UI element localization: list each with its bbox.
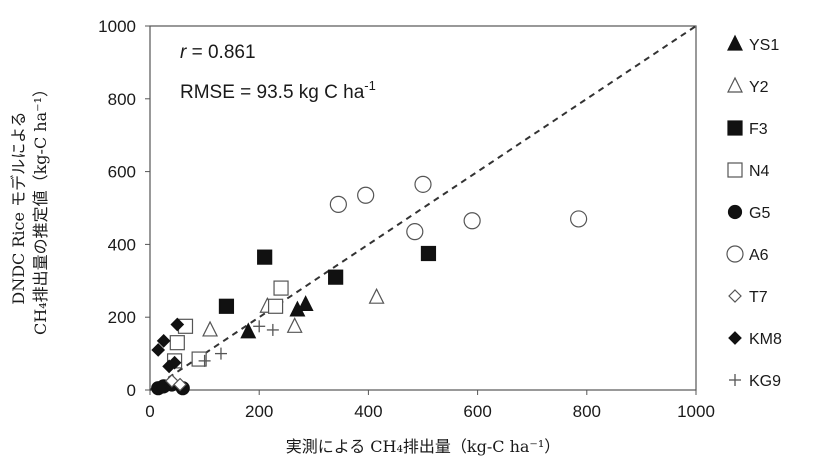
legend-marker-t7 (728, 289, 742, 303)
x-tick-label: 1000 (677, 402, 715, 421)
legend-marker-f3 (727, 120, 743, 136)
x-axis-ticks: 0 200 400 600 800 1000 (145, 390, 715, 421)
point-ys1 (297, 295, 314, 312)
legend-marker-y2 (727, 76, 743, 93)
y-axis-ticks: 0 200 400 600 800 1000 (98, 17, 150, 400)
point-kg9 (214, 347, 227, 360)
rmse-text: RMSE = 93.5 kg C ha (180, 82, 365, 103)
data-points (151, 175, 588, 396)
x-tick-label: 200 (245, 402, 273, 421)
point-kg9 (266, 323, 279, 336)
point-a6 (329, 195, 347, 213)
x-axis-title: 実測による CH₄排出量（kg-C ha⁻¹） (286, 437, 561, 456)
legend-label-y2: Y2 (749, 79, 769, 96)
x-tick-label: 800 (573, 402, 601, 421)
rmse-superscript: -1 (364, 78, 376, 93)
point-y2 (368, 287, 385, 304)
y-axis-title-line1: DNDC Rice モデルによる (9, 111, 28, 304)
identity-line (149, 25, 697, 391)
point-km8 (167, 355, 182, 370)
legend-label-ys1: YS1 (749, 37, 779, 54)
legend-label-n4: N4 (749, 163, 770, 180)
point-f3 (257, 249, 273, 265)
legend-label-km8: KM8 (749, 331, 782, 348)
y-axis-title-line2: CH₄排出量の推定値（kg-C ha⁻¹） (31, 81, 50, 335)
point-km8 (156, 334, 171, 348)
point-n4 (191, 351, 207, 367)
y-tick-label: 600 (108, 163, 136, 182)
point-y2 (286, 316, 303, 333)
point-kg9 (198, 354, 211, 367)
point-n4 (267, 298, 284, 314)
legend-label-g5: G5 (749, 205, 770, 222)
point-ys1 (240, 322, 257, 339)
point-y2 (202, 320, 219, 337)
r-annotation: r = 0.861 (180, 42, 256, 63)
legend-label-t7: T7 (749, 289, 768, 306)
legend-marker-kg9 (729, 374, 741, 386)
point-t7 (173, 377, 187, 392)
point-a6 (463, 212, 481, 230)
r-symbol: r (180, 42, 187, 63)
y-tick-label: 1000 (98, 17, 136, 36)
point-n4 (169, 335, 185, 351)
point-n4 (273, 280, 289, 296)
legend: YS1 Y2 F3 N4 G5 A6 T7 KM8 KG9 (726, 34, 782, 390)
y-tick-label: 400 (108, 235, 136, 254)
point-f3 (328, 269, 344, 285)
legend-marker-a6 (726, 245, 744, 263)
plot-frame (149, 25, 697, 391)
legend-marker-ys1 (727, 34, 743, 51)
r-value: = 0.861 (186, 42, 255, 63)
legend-marker-n4 (727, 162, 743, 178)
x-tick-label: 400 (354, 402, 382, 421)
legend-label-a6: A6 (749, 247, 769, 264)
x-tick-label: 0 (145, 402, 154, 421)
legend-marker-km8 (728, 331, 742, 345)
point-a6 (406, 223, 424, 241)
rmse-annotation: RMSE = 93.5 kg C ha-1 (180, 78, 376, 103)
legend-label-kg9: KG9 (749, 373, 781, 390)
point-km8 (151, 343, 166, 357)
point-f3 (420, 245, 437, 262)
point-kg9 (253, 320, 266, 333)
x-tick-label: 600 (463, 402, 491, 421)
point-a6 (414, 175, 432, 193)
point-a6 (357, 186, 375, 204)
y-tick-label: 0 (127, 381, 136, 400)
legend-marker-g5 (727, 204, 743, 220)
y-tick-label: 800 (108, 90, 136, 109)
point-f3 (218, 298, 235, 314)
point-km8 (170, 317, 185, 332)
y-tick-label: 200 (108, 308, 136, 327)
legend-label-f3: F3 (749, 121, 768, 138)
point-a6 (570, 210, 588, 228)
